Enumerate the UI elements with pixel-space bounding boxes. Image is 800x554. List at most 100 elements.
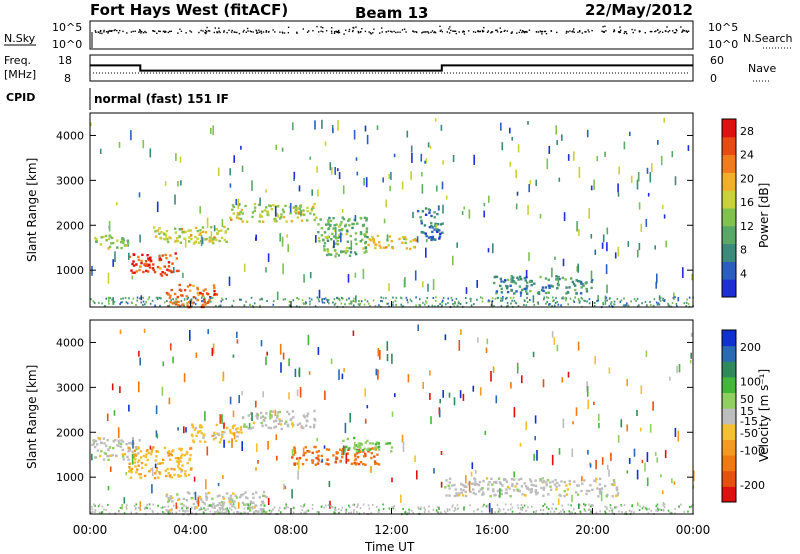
data-cell [264, 424, 268, 427]
near-range-cell [211, 504, 214, 507]
data-cell [329, 219, 333, 223]
noise-cell [149, 148, 152, 158]
nsearch-label: N.Search [743, 32, 793, 45]
nsky-point [605, 30, 607, 32]
data-cell [240, 208, 244, 212]
near-range-cell [261, 509, 264, 512]
near-range-cell [487, 506, 490, 509]
data-cell [241, 501, 245, 505]
data-cell [239, 425, 243, 429]
near-range-cell [670, 512, 673, 515]
noise-cell [207, 329, 209, 335]
near-range-cell [644, 301, 647, 303]
data-cell [555, 275, 558, 278]
near-range-cell [609, 297, 611, 300]
nsky-point [231, 29, 233, 32]
near-range-cell [323, 297, 325, 300]
data-cell [235, 216, 239, 219]
near-range-cell [435, 509, 438, 512]
near-range-cell [688, 296, 691, 299]
data-cell [565, 292, 568, 295]
noise-cell [630, 175, 633, 184]
nsky-point [364, 30, 367, 33]
data-cell [345, 445, 348, 449]
data-cell [526, 292, 529, 295]
nsky-point [463, 33, 466, 35]
near-range-cell [452, 504, 454, 507]
nsky-point [337, 31, 339, 33]
near-range-cell [185, 505, 188, 508]
noise-cell [483, 202, 486, 207]
noise-cell [212, 125, 214, 136]
data-cell [232, 425, 235, 428]
noise-cell [315, 235, 317, 243]
noise-cell [562, 418, 565, 429]
data-cell [169, 509, 172, 512]
near-range-cell [667, 304, 670, 307]
near-range-cell [220, 507, 223, 510]
velocity-ylabel: Slant Range [km] [25, 365, 39, 469]
data-cell [368, 442, 372, 445]
data-cell [259, 416, 263, 419]
noise-cell [620, 419, 623, 428]
data-cell [353, 251, 357, 254]
data-cell [199, 229, 202, 232]
near-range-cell [387, 302, 389, 305]
noise-cell [283, 483, 285, 490]
data-cell [239, 428, 243, 431]
near-range-cell [288, 304, 291, 307]
data-cell [521, 493, 524, 496]
data-cell [128, 462, 131, 465]
data-cell [167, 454, 170, 457]
near-range-cell [338, 299, 341, 302]
near-range-cell [231, 304, 233, 307]
data-cell [184, 470, 187, 473]
data-cell [529, 290, 532, 293]
noise-cell [255, 400, 257, 408]
data-cell [570, 277, 573, 280]
near-range-cell [493, 305, 495, 308]
data-cell [326, 253, 329, 257]
data-cell [186, 285, 190, 288]
data-cell [238, 213, 241, 216]
nsky-point [395, 31, 397, 34]
data-cell [192, 284, 195, 288]
data-cell [289, 418, 292, 422]
data-cell [574, 284, 577, 287]
near-range-cell [316, 510, 318, 513]
near-range-cell [340, 302, 343, 305]
near-range-cell [667, 509, 670, 512]
noise-cell [337, 120, 339, 131]
data-cell [436, 212, 439, 216]
data-cell [427, 208, 431, 211]
data-cell [155, 450, 158, 453]
near-range-cell [663, 300, 665, 302]
near-range-cell [456, 504, 459, 507]
data-cell [453, 483, 456, 487]
data-cell [332, 227, 335, 230]
data-cell [125, 244, 128, 247]
colorbar-segment [722, 154, 736, 173]
data-cell [176, 237, 179, 240]
colorbar-frame [721, 329, 737, 503]
near-range-cell [553, 299, 555, 302]
noise-cell [576, 221, 578, 232]
data-cell [131, 262, 134, 266]
nsky-point [179, 28, 181, 30]
near-range-cell [400, 303, 402, 306]
data-cell [578, 280, 581, 283]
nsky-point [105, 31, 108, 33]
data-cell [130, 467, 134, 471]
data-cell [421, 210, 425, 213]
near-range-cell [611, 511, 614, 514]
noise-cell [294, 368, 297, 378]
data-cell [414, 239, 418, 242]
cpid-text: normal (fast) 151 IF [94, 92, 229, 106]
nsky-point [526, 31, 528, 33]
data-cell [155, 467, 159, 470]
nsky-point [213, 31, 215, 34]
noise-cell [168, 397, 171, 405]
data-cell [181, 294, 184, 297]
near-range-cell [191, 305, 193, 308]
data-cell [187, 473, 191, 477]
